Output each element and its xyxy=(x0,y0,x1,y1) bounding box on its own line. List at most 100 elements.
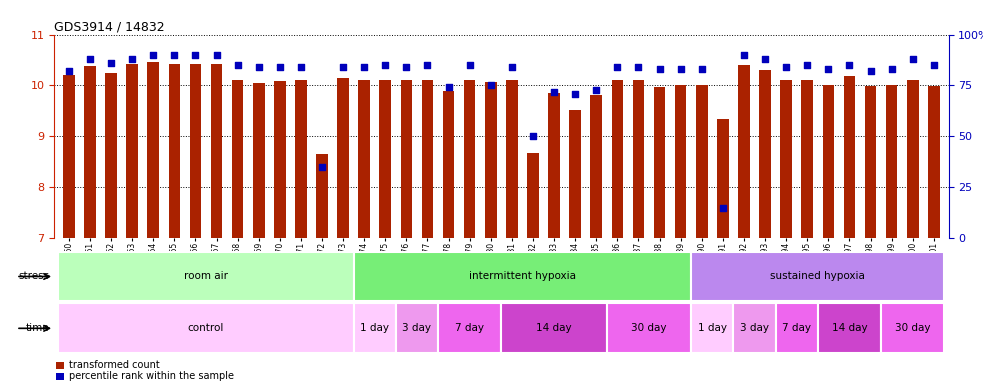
Point xyxy=(525,133,541,139)
Bar xyxy=(654,87,665,238)
Text: 1 day: 1 day xyxy=(698,323,726,333)
Bar xyxy=(843,76,855,238)
Point xyxy=(335,64,351,70)
Text: percentile rank within the sample: percentile rank within the sample xyxy=(69,371,234,381)
Text: time: time xyxy=(26,323,49,333)
Point xyxy=(103,60,119,66)
Point xyxy=(377,62,393,68)
Bar xyxy=(147,61,159,238)
Text: 3 day: 3 day xyxy=(740,323,769,333)
Point xyxy=(82,56,97,62)
Bar xyxy=(717,119,728,238)
Bar xyxy=(274,81,286,238)
Bar xyxy=(58,252,354,301)
Point xyxy=(841,62,857,68)
Text: 7 day: 7 day xyxy=(455,323,485,333)
Bar xyxy=(675,86,686,238)
Bar xyxy=(317,154,327,238)
Point xyxy=(926,62,942,68)
Bar xyxy=(501,303,607,353)
Point xyxy=(166,52,182,58)
Bar xyxy=(569,110,581,238)
Point xyxy=(420,62,435,68)
Point xyxy=(356,64,372,70)
Bar xyxy=(759,70,771,238)
Point xyxy=(293,64,309,70)
Text: 14 day: 14 day xyxy=(832,323,867,333)
Bar xyxy=(58,303,354,353)
Point xyxy=(61,68,77,74)
Point xyxy=(483,83,498,89)
Bar xyxy=(733,303,776,353)
Point xyxy=(440,84,456,91)
Bar xyxy=(85,66,95,238)
Bar xyxy=(823,86,835,238)
Bar xyxy=(865,86,876,238)
Bar xyxy=(776,303,818,353)
Bar xyxy=(607,303,691,353)
Bar xyxy=(633,80,644,238)
Point xyxy=(188,52,203,58)
Point xyxy=(736,52,752,58)
Bar xyxy=(907,80,918,238)
Text: transformed count: transformed count xyxy=(69,360,159,370)
Text: control: control xyxy=(188,323,224,333)
Text: 3 day: 3 day xyxy=(402,323,432,333)
Bar xyxy=(549,93,560,238)
Bar xyxy=(127,64,138,238)
Point xyxy=(272,64,288,70)
Point xyxy=(799,62,815,68)
Bar xyxy=(691,252,945,301)
Text: 7 day: 7 day xyxy=(782,323,811,333)
Bar xyxy=(818,303,881,353)
Bar xyxy=(63,75,75,238)
Point xyxy=(821,66,837,72)
Bar xyxy=(401,80,412,238)
Bar xyxy=(886,86,897,238)
Bar xyxy=(801,80,813,238)
Point xyxy=(863,68,879,74)
Bar xyxy=(591,94,602,238)
Text: 30 day: 30 day xyxy=(895,323,931,333)
Text: GDS3914 / 14832: GDS3914 / 14832 xyxy=(54,20,165,33)
Bar xyxy=(105,73,117,238)
Point xyxy=(905,56,921,62)
Bar xyxy=(396,303,438,353)
Point xyxy=(672,66,688,72)
Bar xyxy=(168,64,180,238)
Point xyxy=(631,64,647,70)
Point xyxy=(652,66,667,72)
Bar xyxy=(881,303,945,353)
Bar xyxy=(527,153,539,238)
Bar xyxy=(506,80,518,238)
Point xyxy=(462,62,478,68)
Bar xyxy=(928,86,940,238)
Point xyxy=(315,164,330,170)
Bar xyxy=(337,78,349,238)
Bar xyxy=(295,80,307,238)
Bar xyxy=(359,80,370,238)
Bar xyxy=(438,303,501,353)
Point xyxy=(694,66,710,72)
Text: stress: stress xyxy=(18,271,49,281)
Bar xyxy=(611,80,623,238)
Point xyxy=(715,205,730,211)
Text: sustained hypoxia: sustained hypoxia xyxy=(771,271,865,281)
Bar xyxy=(738,65,750,238)
Bar xyxy=(422,80,434,238)
Point xyxy=(884,66,899,72)
Bar xyxy=(781,80,792,238)
Bar xyxy=(190,64,202,238)
Point xyxy=(757,56,773,62)
Bar xyxy=(210,64,222,238)
Bar xyxy=(464,80,476,238)
Bar xyxy=(354,252,691,301)
Bar xyxy=(442,91,454,238)
Bar xyxy=(485,82,496,238)
Point xyxy=(567,91,583,97)
Bar xyxy=(379,80,391,238)
Point xyxy=(779,64,794,70)
Text: 14 day: 14 day xyxy=(537,323,572,333)
Point xyxy=(589,86,605,93)
Text: 30 day: 30 day xyxy=(631,323,666,333)
